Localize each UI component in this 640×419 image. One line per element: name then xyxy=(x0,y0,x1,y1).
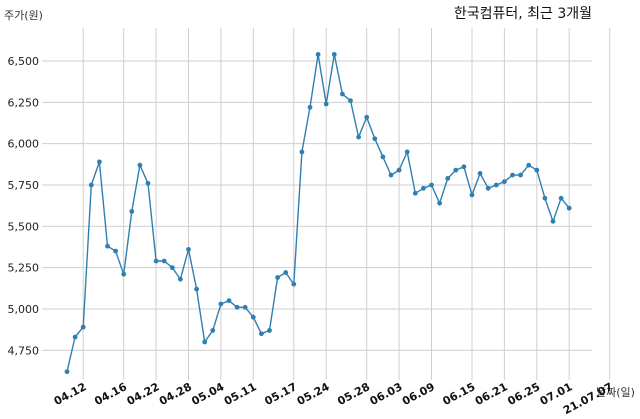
data-point xyxy=(412,190,418,196)
data-point xyxy=(178,276,183,282)
data-point xyxy=(145,180,151,186)
data-point xyxy=(234,304,240,310)
data-point xyxy=(315,52,321,57)
data-point xyxy=(275,275,280,280)
data-point xyxy=(88,182,94,188)
x-tick-label: 04.28 xyxy=(157,380,194,408)
data-point xyxy=(161,258,167,264)
x-tick-label: 06.15 xyxy=(441,380,478,408)
data-point xyxy=(348,98,353,104)
data-point xyxy=(72,334,78,340)
y-tick-label: 4,750 xyxy=(8,344,40,357)
x-tick-label: 04.16 xyxy=(92,380,129,408)
data-point xyxy=(526,162,532,168)
data-point xyxy=(404,149,410,155)
data-point xyxy=(105,243,110,249)
data-point xyxy=(550,218,556,224)
data-point xyxy=(502,179,507,185)
data-point xyxy=(485,185,491,191)
data-point xyxy=(323,101,329,107)
x-tick-label: 04.12 xyxy=(52,380,89,408)
data-point xyxy=(218,301,224,307)
data-point xyxy=(186,247,191,252)
data-point xyxy=(534,167,540,173)
x-tick-label: 05.11 xyxy=(222,380,259,408)
y-tick-label: 6,000 xyxy=(8,138,40,151)
data-point xyxy=(396,167,402,173)
data-point xyxy=(461,164,467,170)
y-tick-label: 5,500 xyxy=(8,220,40,233)
data-point xyxy=(518,172,523,178)
y-tick-label: 6,250 xyxy=(8,96,40,109)
data-point xyxy=(510,172,515,178)
data-point xyxy=(566,205,572,211)
data-point xyxy=(267,328,272,333)
y-tick-label: 5,250 xyxy=(8,262,40,275)
data-point xyxy=(129,209,135,214)
data-point xyxy=(299,149,305,155)
chart-title: 한국컴퓨터, 최근 3개월 xyxy=(454,6,592,22)
y-tick-label: 6,500 xyxy=(8,55,40,68)
data-point xyxy=(493,182,499,188)
data-point xyxy=(169,265,175,271)
x-tick-label: 05.24 xyxy=(295,380,332,408)
y-tick-label: 5,750 xyxy=(8,179,40,192)
x-tick-label: 06.21 xyxy=(473,380,510,408)
x-tick-label: 04.22 xyxy=(125,380,162,408)
y-tick-label: 5,000 xyxy=(8,303,40,316)
data-points xyxy=(64,52,572,375)
data-point xyxy=(307,104,313,110)
data-point xyxy=(64,369,70,375)
y-axis-label: 주가(원) xyxy=(4,9,43,22)
data-point xyxy=(283,270,289,275)
data-point xyxy=(340,91,345,97)
data-point xyxy=(453,167,459,173)
data-point xyxy=(356,134,361,140)
data-point xyxy=(250,314,256,320)
data-point xyxy=(210,328,216,333)
data-point xyxy=(429,182,434,188)
data-point xyxy=(331,52,337,57)
data-point xyxy=(558,195,564,201)
data-point xyxy=(242,304,248,310)
data-point xyxy=(202,339,208,345)
x-tick-label: 06.03 xyxy=(368,380,405,408)
x-tick-label: 06.09 xyxy=(400,380,437,408)
data-point xyxy=(469,192,475,198)
x-tick-label: 06.25 xyxy=(505,380,542,408)
data-point xyxy=(542,195,548,201)
data-point xyxy=(194,286,200,292)
data-point xyxy=(113,248,118,254)
data-point xyxy=(226,298,232,304)
data-point xyxy=(388,172,394,178)
x-tick-label: 05.04 xyxy=(189,380,226,408)
data-point xyxy=(80,324,86,330)
x-tick-label: 05.28 xyxy=(335,380,372,408)
data-point xyxy=(477,171,483,176)
data-point xyxy=(121,271,127,277)
x-axis-label: 날짜(일) xyxy=(596,385,635,399)
data-point xyxy=(445,175,451,181)
data-point xyxy=(372,136,378,142)
data-point xyxy=(364,114,370,120)
data-point xyxy=(291,281,297,287)
data-point xyxy=(421,185,426,191)
data-point xyxy=(437,200,442,206)
y-tick-labels: 4,750 5,000 5,250 5,500 5,750 6,000 6,250 6,500 xyxy=(8,55,40,357)
grid-lines xyxy=(42,28,611,380)
data-point xyxy=(380,154,386,160)
data-point xyxy=(97,159,102,165)
data-point xyxy=(259,331,264,337)
x-tick-label: 05.17 xyxy=(262,380,299,408)
data-point xyxy=(137,162,143,168)
data-point xyxy=(153,258,159,264)
